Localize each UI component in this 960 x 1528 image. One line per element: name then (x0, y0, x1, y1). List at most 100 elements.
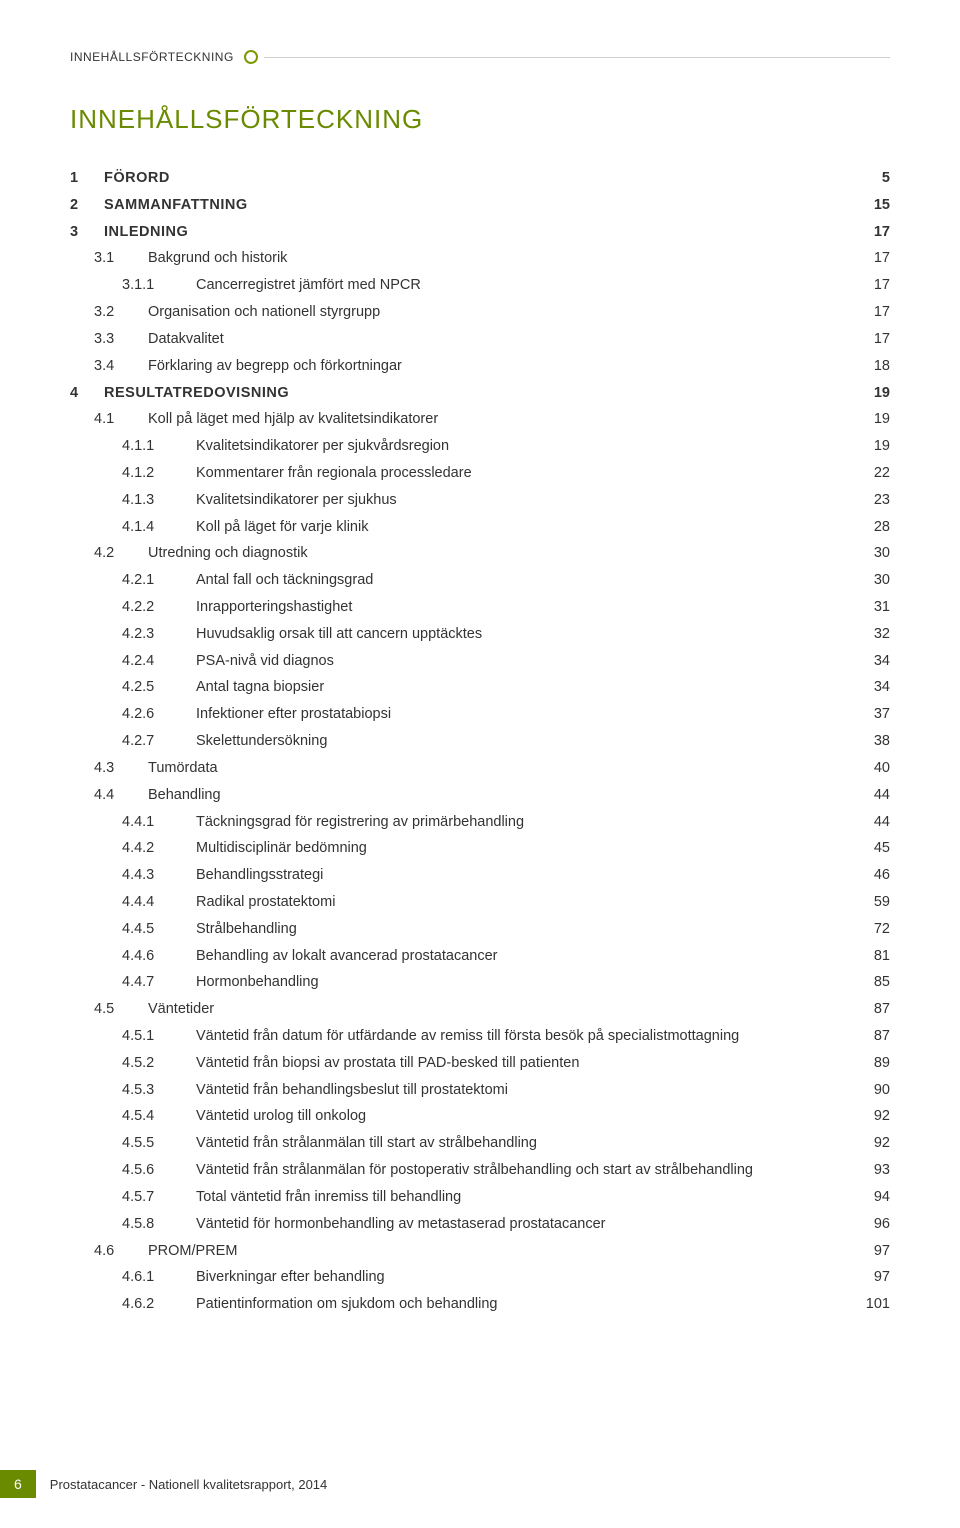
toc-row: 3.3Datakvalitet17 (70, 326, 890, 353)
toc-number: 4.4.1 (70, 809, 196, 836)
toc-label: Väntetid från strålanmälan till start av… (196, 1130, 537, 1157)
toc-row: 4.1.3Kvalitetsindikatorer per sjukhus 23 (70, 487, 890, 514)
toc-number: 4.2.1 (70, 567, 196, 594)
toc-label: Tumördata (148, 755, 218, 782)
toc-number: 4.2.4 (70, 648, 196, 675)
toc-page: 93 (860, 1157, 890, 1184)
toc-page: 17 (860, 219, 890, 246)
toc-label: Strålbehandling (196, 916, 297, 943)
toc-number: 4.3 (70, 755, 148, 782)
header-label: INNEHÅLLSFÖRTECKNING (70, 50, 234, 64)
toc-row: 2SAMMANFATTNING15 (70, 192, 890, 219)
toc-number: 4.1.3 (70, 487, 196, 514)
toc-row: 4.4.7Hormonbehandling85 (70, 969, 890, 996)
toc-row: 4.4.6Behandling av lokalt avancerad pros… (70, 943, 890, 970)
toc-number: 4.5.7 (70, 1184, 196, 1211)
toc-row: 4.4.5Strålbehandling72 (70, 916, 890, 943)
toc-label: Radikal prostatektomi (196, 889, 335, 916)
toc-row: 4.1.2Kommentarer från regionala processl… (70, 460, 890, 487)
toc-number: 3 (70, 219, 104, 246)
toc-label: Organisation och nationell styrgrupp (148, 299, 380, 326)
toc-row: 4.4Behandling44 (70, 782, 890, 809)
toc-page: 19 (860, 406, 890, 433)
toc-page: 30 (860, 567, 890, 594)
toc-number: 3.4 (70, 353, 148, 380)
toc-label: Väntetid från strålanmälan för postopera… (196, 1157, 753, 1184)
toc-page: 97 (860, 1238, 890, 1265)
toc-page: 19 (860, 433, 890, 460)
toc-label: Väntetid från biopsi av prostata till PA… (196, 1050, 579, 1077)
toc-label: Behandlingsstrategi (196, 862, 323, 889)
toc-page: 30 (860, 540, 890, 567)
toc-page: 37 (860, 701, 890, 728)
toc-label: PROM/PREM (148, 1238, 237, 1265)
toc-row: 4.6.1Biverkningar efter behandling 97 (70, 1264, 890, 1291)
toc-label: Behandling (148, 782, 221, 809)
toc-label: Behandling av lokalt avancerad prostatac… (196, 943, 497, 970)
toc-number: 4.6.1 (70, 1264, 196, 1291)
toc-label: Kvalitetsindikatorer per sjukhus (196, 487, 397, 514)
toc-page: 101 (860, 1291, 890, 1318)
toc-page: 97 (860, 1264, 890, 1291)
toc-number: 4.2.2 (70, 594, 196, 621)
toc-page: 22 (860, 460, 890, 487)
toc-row: 4.1.1Kvalitetsindikatorer per sjukvårdsr… (70, 433, 890, 460)
toc-label: Kommentarer från regionala processledare (196, 460, 472, 487)
footer-text: Prostatacancer - Nationell kvalitetsrapp… (50, 1477, 327, 1492)
toc-number: 4.1.2 (70, 460, 196, 487)
toc-page: 59 (860, 889, 890, 916)
toc-label: Utredning och diagnostik (148, 540, 308, 567)
toc-label: Antal fall och täckningsgrad (196, 567, 373, 594)
toc-row: 4.2.1Antal fall och täckningsgrad 30 (70, 567, 890, 594)
toc-number: 4.2 (70, 540, 148, 567)
toc-label: Kvalitetsindikatorer per sjukvårdsregion (196, 433, 449, 460)
toc-row: 4.1.4Koll på läget för varje klinik28 (70, 514, 890, 541)
toc-number: 4.2.7 (70, 728, 196, 755)
table-of-contents: 1FÖRORD52SAMMANFATTNING153INLEDNING173.1… (70, 165, 890, 1318)
toc-row: 4.1Koll på läget med hjälp av kvalitetsi… (70, 406, 890, 433)
toc-number: 4.4.3 (70, 862, 196, 889)
toc-page: 92 (860, 1103, 890, 1130)
toc-row: 4.4.3Behandlingsstrategi 46 (70, 862, 890, 889)
toc-label: Inrapporteringshastighet (196, 594, 352, 621)
toc-label: Biverkningar efter behandling (196, 1264, 385, 1291)
toc-page: 96 (860, 1211, 890, 1238)
toc-number: 4.5.4 (70, 1103, 196, 1130)
toc-number: 4.1.4 (70, 514, 196, 541)
page-number-box: 6 (0, 1470, 36, 1498)
toc-page: 85 (860, 969, 890, 996)
toc-label: Cancerregistret jämfört med NPCR (196, 272, 421, 299)
toc-label: Hormonbehandling (196, 969, 319, 996)
toc-row: 3INLEDNING17 (70, 219, 890, 246)
toc-row: 4.2.6Infektioner efter prostatabiopsi37 (70, 701, 890, 728)
toc-label: Väntetid urolog till onkolog (196, 1103, 366, 1130)
toc-number: 4.4.4 (70, 889, 196, 916)
toc-number: 4 (70, 380, 104, 407)
toc-label: PSA-nivå vid diagnos (196, 648, 334, 675)
toc-label: Täckningsgrad för registrering av primär… (196, 809, 524, 836)
toc-page: 92 (860, 1130, 890, 1157)
toc-row: 4.2.5Antal tagna biopsier34 (70, 674, 890, 701)
toc-row: 4.5.1Väntetid från datum för utfärdande … (70, 1023, 890, 1050)
toc-page: 23 (860, 487, 890, 514)
toc-label: FÖRORD (104, 165, 170, 192)
toc-label: RESULTATREDOVISNING (104, 380, 289, 407)
toc-row: 4.2.2Inrapporteringshastighet31 (70, 594, 890, 621)
toc-page: 34 (860, 674, 890, 701)
toc-label: Infektioner efter prostatabiopsi (196, 701, 391, 728)
toc-page: 5 (860, 165, 890, 192)
toc-page: 87 (860, 1023, 890, 1050)
toc-label: Antal tagna biopsier (196, 674, 324, 701)
toc-label: Total väntetid från inremiss till behand… (196, 1184, 461, 1211)
toc-label: Väntetid från behandlingsbeslut till pro… (196, 1077, 508, 1104)
toc-number: 4.4 (70, 782, 148, 809)
toc-row: 4.2.7Skelettundersökning38 (70, 728, 890, 755)
toc-label: Väntetid för hormonbehandling av metasta… (196, 1211, 605, 1238)
toc-label: Bakgrund och historik (148, 245, 287, 272)
toc-label: Förklaring av begrepp och förkortningar (148, 353, 402, 380)
toc-row: 4.4.4Radikal prostatektomi 59 (70, 889, 890, 916)
toc-row: 4.6.2Patientinformation om sjukdom och b… (70, 1291, 890, 1318)
toc-page: 46 (860, 862, 890, 889)
toc-row: 3.4Förklaring av begrepp och förkortning… (70, 353, 890, 380)
toc-label: Väntetider (148, 996, 214, 1023)
